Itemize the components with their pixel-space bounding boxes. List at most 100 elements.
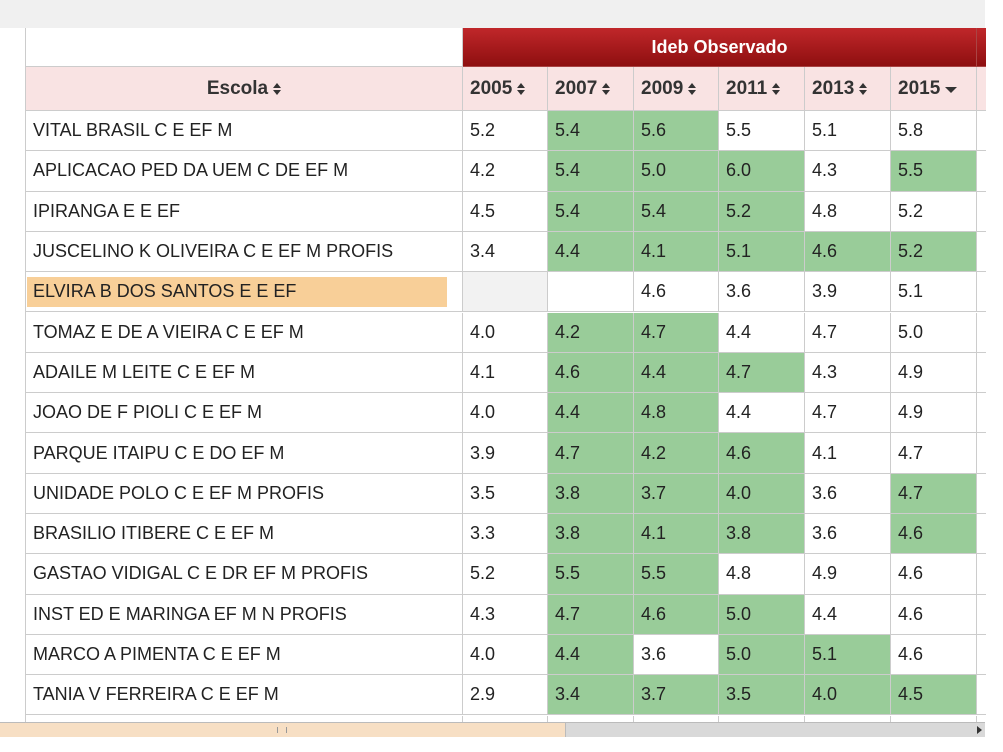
cell-text: 5.5 xyxy=(641,563,667,584)
column-header[interactable]: 2011 xyxy=(719,67,805,111)
partial-row-cell xyxy=(634,715,719,722)
cell-text: 5.5 xyxy=(726,120,752,141)
ideb-cell: 4.9 xyxy=(805,554,891,595)
ideb-cell: 4.5 xyxy=(891,675,977,716)
column-header[interactable]: 2015 xyxy=(891,67,977,111)
ideb-cell: 4.7 xyxy=(634,312,719,353)
ideb-cell: 4.3 xyxy=(805,151,891,192)
school-name[interactable]: IPIRANGA E E EF xyxy=(26,191,463,232)
cell-text: 5.8 xyxy=(898,120,924,141)
cell-text: INST ED E MARINGA EF M N PROFIS xyxy=(33,603,347,624)
ideb-cell: 4.2 xyxy=(463,151,548,192)
cell-text: TANIA V FERREIRA C E EF M xyxy=(33,684,279,705)
column-header[interactable]: 2009 xyxy=(634,67,719,111)
ideb-cell: 4.6 xyxy=(891,514,977,555)
ideb-cell: 3.6 xyxy=(719,272,805,313)
school-name[interactable]: PARQUE ITAIPU C E DO EF M xyxy=(26,433,463,474)
school-name[interactable]: JOAO DE F PIOLI C E EF M xyxy=(26,393,463,434)
cell-text: 3.6 xyxy=(812,482,838,503)
partial-row-cell xyxy=(548,715,634,722)
ideb-cell: 5.5 xyxy=(719,111,805,152)
cell-text: 4.7 xyxy=(726,361,752,382)
column-header[interactable]: 2013 xyxy=(805,67,891,111)
selected-school: ELVIRA B DOS SANTOS E E EF xyxy=(27,276,447,307)
ideb-cell: 4.1 xyxy=(634,231,719,273)
cell-text: 4.8 xyxy=(726,563,752,584)
school-name[interactable]: APLICACAO PED DA UEM C DE EF M xyxy=(26,151,463,192)
cell-text: 4.9 xyxy=(898,361,924,382)
ideb-cell: 5.2 xyxy=(891,231,977,273)
ideb-cell: 4.1 xyxy=(634,514,719,555)
cell-text: 2015 xyxy=(898,77,941,99)
partial-row-cell xyxy=(26,715,463,722)
cell-text: 4.0 xyxy=(470,644,496,665)
ideb-cell: 4.7 xyxy=(891,473,977,514)
cell-text: 4.4 xyxy=(641,361,667,382)
cell-text: GASTAO VIDIGAL C E DR EF M PROFIS xyxy=(33,563,369,584)
cell-text: 5.1 xyxy=(726,241,752,262)
cell-text: 5.2 xyxy=(898,241,924,262)
cell-text: 5.2 xyxy=(726,200,752,221)
cell-text: 5.4 xyxy=(555,200,581,221)
ideb-cell: 5.8 xyxy=(891,111,977,152)
ideb-cell: 4.0 xyxy=(463,393,548,434)
sort-icon xyxy=(273,82,282,95)
partial-row-cell xyxy=(805,715,891,722)
column-header[interactable]: 2007 xyxy=(548,67,634,111)
scroll-thumb[interactable] xyxy=(0,723,566,737)
cell-text: 4.6 xyxy=(898,523,924,544)
overflow-cell xyxy=(977,675,986,716)
school-name[interactable]: ADAILE M LEITE C E EF M xyxy=(26,352,463,394)
scroll-arrow[interactable] xyxy=(977,726,982,734)
overflow-cell xyxy=(977,635,986,676)
ideb-cell: 3.6 xyxy=(634,634,719,676)
school-name[interactable]: INST ED E MARINGA EF M N PROFIS xyxy=(26,594,463,635)
cell-text: 4.1 xyxy=(812,442,838,463)
ideb-cell: 4.2 xyxy=(548,312,634,353)
cell-text: 5.1 xyxy=(898,281,924,302)
cell-text: 3.7 xyxy=(641,482,667,503)
ideb-cell: 3.5 xyxy=(463,473,548,514)
column-header[interactable]: Escola xyxy=(26,67,463,111)
cell-text: 4.6 xyxy=(898,603,924,624)
cell-text: 2009 xyxy=(641,77,684,99)
partial-row-cell xyxy=(719,715,805,722)
cell-text: TOMAZ E DE A VIEIRA C E EF M xyxy=(33,321,304,342)
cell-text: 4.5 xyxy=(898,684,924,705)
school-name[interactable]: TOMAZ E DE A VIEIRA C E EF M xyxy=(26,312,463,353)
school-name[interactable]: TANIA V FERREIRA C E EF M xyxy=(26,675,463,716)
ideb-cell: 4.6 xyxy=(805,231,891,273)
ideb-cell: 5.5 xyxy=(548,554,634,595)
cell-text: 4.5 xyxy=(470,200,496,221)
cell-text: VITAL BRASIL C E EF M xyxy=(33,120,233,141)
ideb-cell: 5.2 xyxy=(719,191,805,232)
cell-text: 4.2 xyxy=(555,321,581,342)
group-header-overflow xyxy=(977,28,986,67)
ideb-cell: 4.4 xyxy=(634,352,719,394)
ideb-cell: 4.0 xyxy=(719,473,805,514)
cell-text: 4.4 xyxy=(726,321,752,342)
cell-text: 5.4 xyxy=(555,120,581,141)
ideb-cell xyxy=(548,272,634,313)
cell-text: 3.9 xyxy=(812,281,838,302)
cell-text: 2011 xyxy=(726,77,768,99)
horizontal-scrollbar[interactable] xyxy=(0,722,985,737)
overflow-cell xyxy=(977,111,986,152)
cell-text: 5.4 xyxy=(555,160,581,181)
school-name[interactable]: VITAL BRASIL C E EF M xyxy=(26,111,463,152)
school-name[interactable]: UNIDADE POLO C E EF M PROFIS xyxy=(26,473,463,514)
school-name[interactable]: ELVIRA B DOS SANTOS E E EF xyxy=(26,272,463,313)
cell-text: PARQUE ITAIPU C E DO EF M xyxy=(33,442,285,463)
school-name[interactable]: MARCO A PIMENTA C E EF M xyxy=(26,634,463,676)
school-name[interactable]: JUSCELINO K OLIVEIRA C E EF M PROFIS xyxy=(26,231,463,273)
ideb-cell: 3.8 xyxy=(548,473,634,514)
school-name[interactable]: BRASILIO ITIBERE C E EF M xyxy=(26,514,463,555)
cell-text: UNIDADE POLO C E EF M PROFIS xyxy=(33,482,325,503)
ideb-cell: 4.4 xyxy=(548,393,634,434)
ideb-cell: 3.3 xyxy=(463,514,548,555)
column-header[interactable]: 2005 xyxy=(463,67,548,111)
cell-text: MARCO A PIMENTA C E EF M xyxy=(33,644,281,665)
blank-header xyxy=(26,28,463,67)
school-name[interactable]: GASTAO VIDIGAL C E DR EF M PROFIS xyxy=(26,554,463,595)
overflow-cell xyxy=(977,393,986,434)
